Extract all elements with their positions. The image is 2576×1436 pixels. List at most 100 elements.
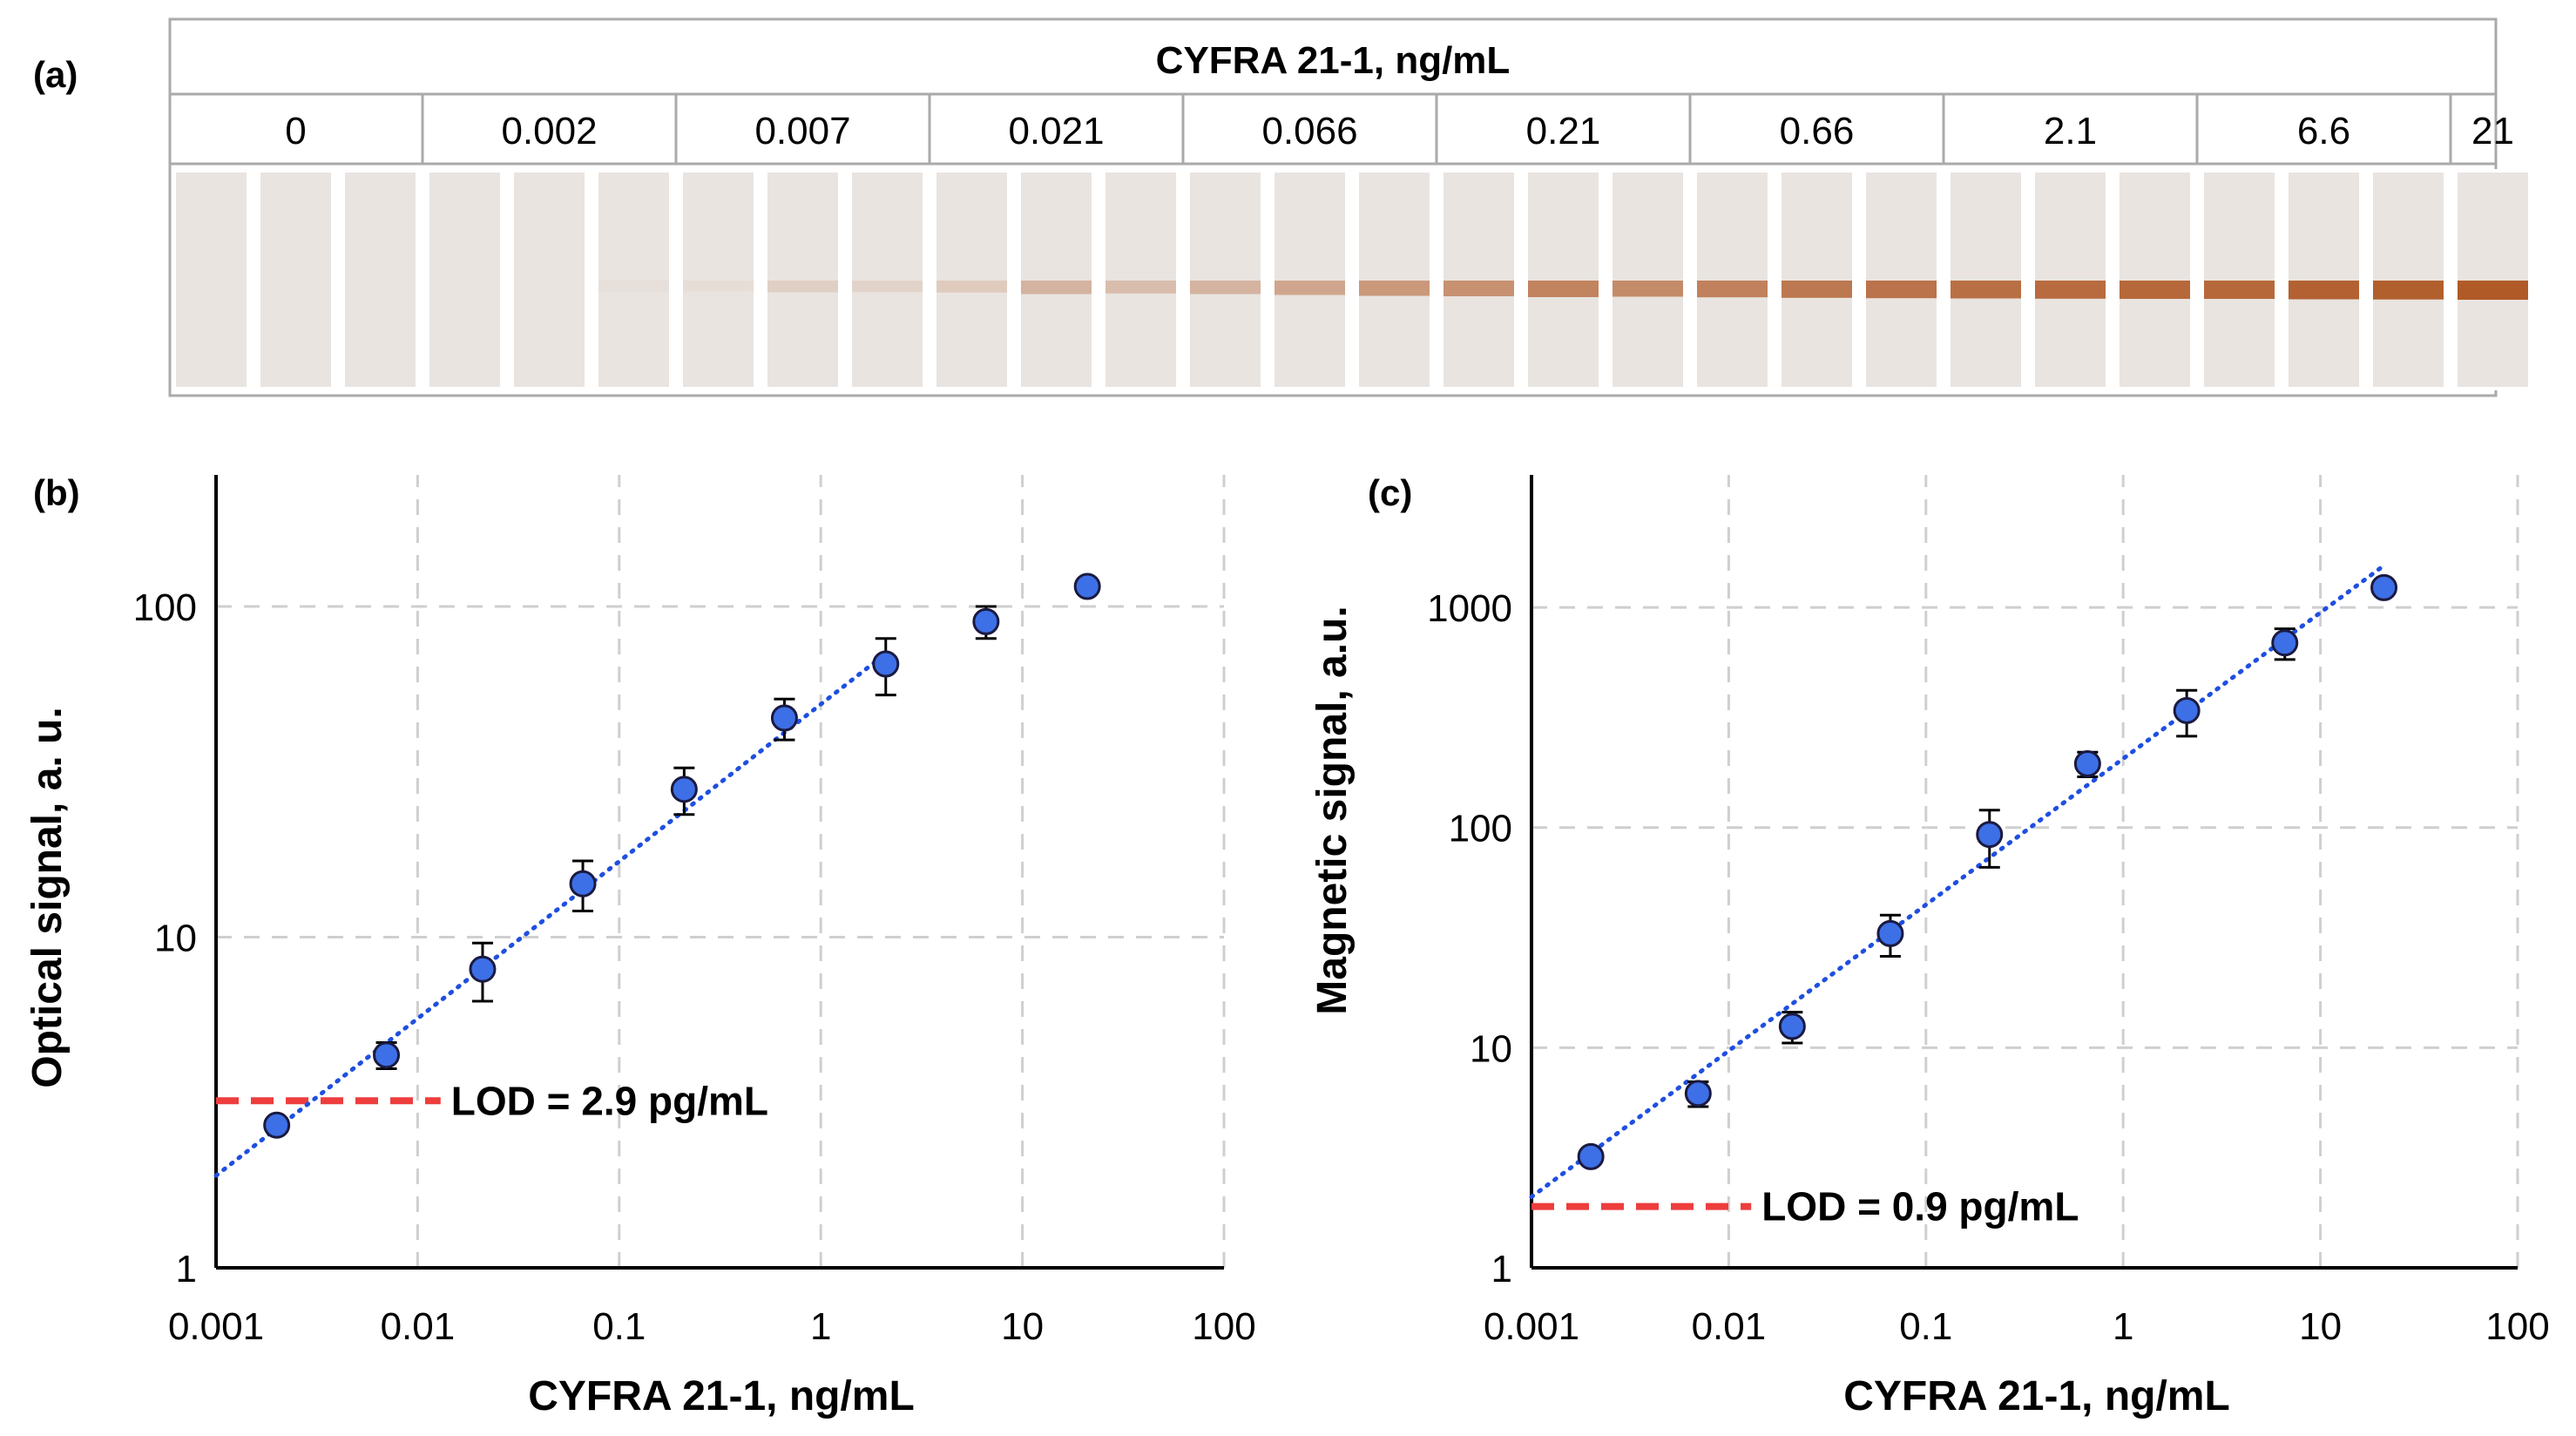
chart-c-ticks: 0.001 0.01 0.1 1 10 100 1 10 100 1000 <box>1427 587 2550 1348</box>
x-tick-label: 1 <box>810 1305 831 1348</box>
y-tick-label: 100 <box>133 586 197 629</box>
concentration-label: 0.66 <box>1780 110 1855 152</box>
test-strip <box>1609 169 1687 390</box>
y-tick-label: 1 <box>1491 1248 1512 1290</box>
test-line-band <box>2289 281 2359 300</box>
test-strip <box>933 169 1011 390</box>
x-tick-label: 10 <box>1001 1305 1044 1348</box>
test-line-band <box>1613 281 1683 297</box>
chart-c-axes <box>1530 475 2518 1270</box>
test-line-band <box>936 281 1007 293</box>
data-point <box>569 870 597 898</box>
panel-c-label: (c) <box>1368 472 1412 513</box>
concentration-label: 0.021 <box>1008 110 1104 152</box>
test-strip <box>341 169 419 390</box>
test-strip <box>1440 169 1518 390</box>
test-strip <box>2370 169 2447 390</box>
chart-c-lod: LOD = 0.9 pg/mL <box>1531 1184 2079 1229</box>
test-strip <box>1271 169 1349 390</box>
lod-label: LOD = 0.9 pg/mL <box>1761 1184 2079 1229</box>
data-point <box>972 607 1000 635</box>
chart-c-points <box>1577 573 2398 1170</box>
data-point <box>2173 696 2201 724</box>
test-line-band <box>2458 281 2528 300</box>
chart-optical-signal: (b) 0.001 0.01 0.1 1 10 100 1 10 100 LOD = 2.9 p… <box>24 472 1256 1419</box>
test-line-band <box>598 281 669 291</box>
x-tick-label: 0.001 <box>1484 1305 1579 1348</box>
y-tick-label: 10 <box>1470 1027 1512 1070</box>
concentration-label: 0 <box>285 110 306 152</box>
test-strip <box>849 169 926 390</box>
x-tick-label: 0.01 <box>1692 1305 1767 1348</box>
chart-c-x-axis-label: CYFRA 21-1, ng/mL <box>1843 1373 2230 1419</box>
test-strip <box>1863 169 1940 390</box>
data-point <box>469 955 497 983</box>
data-point <box>2370 573 2398 601</box>
data-point <box>670 776 698 803</box>
y-tick-label: 1 <box>176 1248 197 1290</box>
test-line-band <box>1782 281 1852 298</box>
test-strip <box>2116 169 2194 390</box>
data-point <box>373 1041 401 1069</box>
test-line-band <box>2035 281 2106 299</box>
test-strip <box>257 169 335 390</box>
strip-table-header: CYFRA 21-1, ng/mL <box>1156 39 1511 82</box>
test-strip <box>1778 169 1856 390</box>
data-point <box>1778 1013 1806 1040</box>
chart-b-ticks: 0.001 0.01 0.1 1 10 100 1 10 100 <box>133 586 1256 1348</box>
test-line-band <box>1951 281 2021 299</box>
concentration-label: 0.002 <box>501 110 597 152</box>
strip-group: 0.007 <box>679 94 931 390</box>
y-tick-label: 10 <box>154 918 197 960</box>
test-strip <box>1356 169 1433 390</box>
x-tick-label: 1 <box>2113 1305 2133 1348</box>
x-tick-label: 0.001 <box>168 1305 264 1348</box>
strip-group: 2.1 <box>1947 94 2199 390</box>
lod-label: LOD = 2.9 pg/mL <box>451 1078 768 1123</box>
test-strip <box>1694 169 1771 390</box>
strip-group: 6.6 <box>2201 94 2452 390</box>
test-line-band <box>852 281 923 293</box>
data-point <box>1684 1080 1712 1107</box>
concentration-label: 21 <box>2471 110 2514 152</box>
data-point <box>1976 821 2004 849</box>
test-strip <box>595 169 673 390</box>
chart-b-axes <box>214 475 1224 1270</box>
concentration-label: 6.6 <box>2297 110 2350 152</box>
test-line-band <box>1021 281 1092 295</box>
test-strip <box>2285 169 2363 390</box>
x-tick-label: 0.1 <box>1899 1305 1952 1348</box>
data-point <box>1577 1142 1605 1170</box>
test-strip <box>172 169 250 390</box>
test-line-band <box>1274 281 1345 295</box>
y-tick-label: 100 <box>1449 808 1512 850</box>
test-strip <box>2454 169 2532 390</box>
strip-groups: 0 0.002 0.007 0.021 0.066 0.21 0.66 2.1 6.6 21 <box>172 94 2532 390</box>
concentration-label: 0.21 <box>1526 110 1601 152</box>
test-line-band <box>683 281 754 292</box>
test-strip <box>426 169 504 390</box>
test-strip <box>1187 169 1264 390</box>
data-point <box>263 1111 291 1139</box>
test-line-band <box>2120 281 2190 299</box>
test-strip <box>2201 169 2278 390</box>
data-point <box>770 704 798 732</box>
concentration-label: 0.007 <box>754 110 850 152</box>
concentration-label: 0.066 <box>1261 110 1357 152</box>
test-strip <box>1525 169 1602 390</box>
test-strip <box>679 169 757 390</box>
strip-group: 21 <box>2454 110 2532 390</box>
chart-c-fit <box>1529 563 2387 1200</box>
test-line-band <box>1359 281 1430 296</box>
panel-b-label: (b) <box>33 472 80 513</box>
test-strip <box>1102 169 1180 390</box>
test-line-band <box>2373 281 2444 300</box>
test-line-band <box>1866 281 1937 299</box>
panel-a: (a) CYFRA 21-1, ng/mL 0 0.002 0.007 0.021 0.… <box>33 17 2532 397</box>
data-point <box>1876 919 1904 947</box>
fit-trendline <box>1529 563 2387 1200</box>
x-tick-label: 100 <box>2485 1305 2549 1348</box>
x-tick-label: 0.1 <box>592 1305 646 1348</box>
y-tick-label: 1000 <box>1427 587 1512 630</box>
chart-c-y-axis-label: Magnetic signal, a.u. <box>1309 606 1356 1014</box>
